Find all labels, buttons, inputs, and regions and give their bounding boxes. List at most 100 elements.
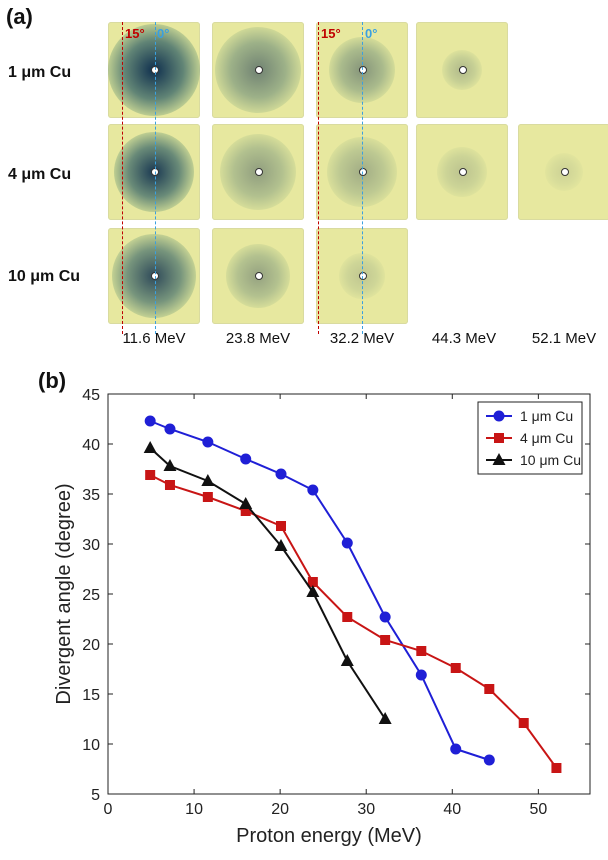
data-point — [494, 433, 504, 443]
film-center-hole — [561, 168, 569, 176]
y-tick-label: 40 — [82, 437, 100, 454]
film-center-hole — [459, 66, 467, 74]
energy-label-5: 52.1 MeV — [531, 330, 597, 347]
angle-label-0-left: 0° — [157, 26, 170, 41]
y-tick-label: 5 — [91, 787, 100, 804]
angle-label-15-right: 15° — [321, 26, 341, 41]
film-r3-c2 — [212, 228, 304, 324]
data-point — [450, 743, 462, 755]
data-point — [201, 474, 215, 486]
film-center-hole — [255, 272, 263, 280]
angle-line-15-right — [318, 22, 319, 334]
film-center-hole — [359, 168, 367, 176]
angle-line-15-left — [122, 22, 123, 334]
row-label-10um: 10 μm Cu — [8, 268, 81, 285]
film-center-hole — [255, 168, 263, 176]
data-point — [493, 410, 505, 422]
x-tick-label: 40 — [443, 801, 461, 818]
data-point — [518, 718, 529, 728]
data-point — [484, 684, 495, 694]
chart-series-layer — [143, 415, 562, 773]
data-point — [342, 612, 353, 622]
chart-axes: 0 10 20 30 40 50 5 10 15 20 25 30 35 40 45 Proton energ… — [53, 387, 591, 847]
row-label-1um: 1 μm Cu — [8, 64, 72, 81]
data-point — [416, 646, 427, 656]
data-point — [145, 470, 156, 480]
data-point — [274, 539, 288, 551]
x-tick-label: 30 — [357, 801, 375, 818]
series-line — [149, 474, 558, 769]
legend-label: 1 μm Cu — [520, 408, 573, 424]
x-axis-label: Proton energy (MeV) — [236, 825, 422, 847]
data-point — [340, 654, 354, 666]
angle-line-0-right — [362, 22, 363, 334]
x-tick-label: 50 — [529, 801, 547, 818]
y-tick-label: 20 — [82, 637, 100, 654]
film-r2-c4 — [416, 124, 508, 220]
series-1 — [144, 415, 495, 766]
panel-b-label: (b) — [38, 368, 67, 393]
y-axis-label: Divergent angle (degree) — [53, 483, 75, 704]
data-point — [144, 415, 156, 427]
data-point — [379, 611, 391, 623]
series-line — [149, 420, 490, 761]
data-point — [164, 423, 176, 435]
y-tick-label: 15 — [82, 687, 100, 704]
angle-label-0-right: 0° — [365, 26, 378, 41]
angle-line-0-left — [155, 22, 156, 334]
data-point — [276, 521, 287, 531]
film-center-hole — [255, 66, 263, 74]
data-point — [306, 585, 320, 597]
series-2 — [145, 470, 562, 773]
data-point — [551, 763, 562, 773]
film-r2-c2 — [212, 124, 304, 220]
data-point — [378, 712, 392, 724]
film-center-hole — [359, 272, 367, 280]
data-point — [143, 441, 157, 453]
film-r1-c1 — [108, 22, 200, 118]
film-r2-c1 — [108, 124, 200, 220]
data-point — [450, 663, 461, 673]
y-tick-label: 30 — [82, 537, 100, 554]
data-point — [164, 480, 175, 490]
data-point — [307, 577, 318, 587]
data-point — [307, 484, 319, 496]
data-point — [163, 459, 177, 471]
data-point — [202, 436, 214, 448]
film-center-hole — [459, 168, 467, 176]
data-point — [240, 453, 252, 465]
data-point — [380, 635, 391, 645]
data-point — [492, 453, 506, 465]
film-r2-c5 — [518, 124, 608, 220]
chart-legend: 1 μm Cu 4 μm Cu 10 μm Cu — [477, 401, 583, 475]
film-r3-c1 — [108, 228, 200, 324]
series-3 — [143, 441, 392, 724]
panel-a-label: (a) — [6, 4, 33, 29]
data-point — [415, 669, 427, 681]
legend-label: 4 μm Cu — [520, 430, 573, 446]
y-tick-label: 10 — [82, 737, 100, 754]
x-tick-label: 20 — [271, 801, 289, 818]
data-point — [239, 497, 253, 509]
angle-label-15-left: 15° — [125, 26, 145, 41]
film-r1-c4 — [416, 22, 508, 118]
x-tick-label: 0 — [104, 801, 113, 818]
energy-label-1: 11.6 MeV — [122, 330, 186, 347]
x-tick-label: 10 — [185, 801, 203, 818]
series-line — [149, 447, 386, 720]
data-point — [275, 468, 287, 480]
y-tick-label: 45 — [82, 387, 100, 404]
y-tick-label: 35 — [82, 487, 100, 504]
y-tick-label: 25 — [82, 587, 100, 604]
legend-label: 10 μm Cu — [520, 452, 581, 468]
data-point — [240, 506, 251, 516]
data-point — [483, 754, 495, 766]
film-r1-c2 — [212, 22, 304, 118]
energy-label-2: 23.8 MeV — [225, 330, 291, 347]
data-point — [341, 537, 353, 549]
divergence-chart: 0 10 20 30 40 50 5 10 15 20 25 30 35 40 45 Proton energ… — [53, 387, 591, 847]
row-label-4um: 4 μm Cu — [8, 166, 72, 183]
data-point — [202, 492, 213, 502]
energy-label-4: 44.3 MeV — [431, 330, 497, 347]
film-center-hole — [359, 66, 367, 74]
